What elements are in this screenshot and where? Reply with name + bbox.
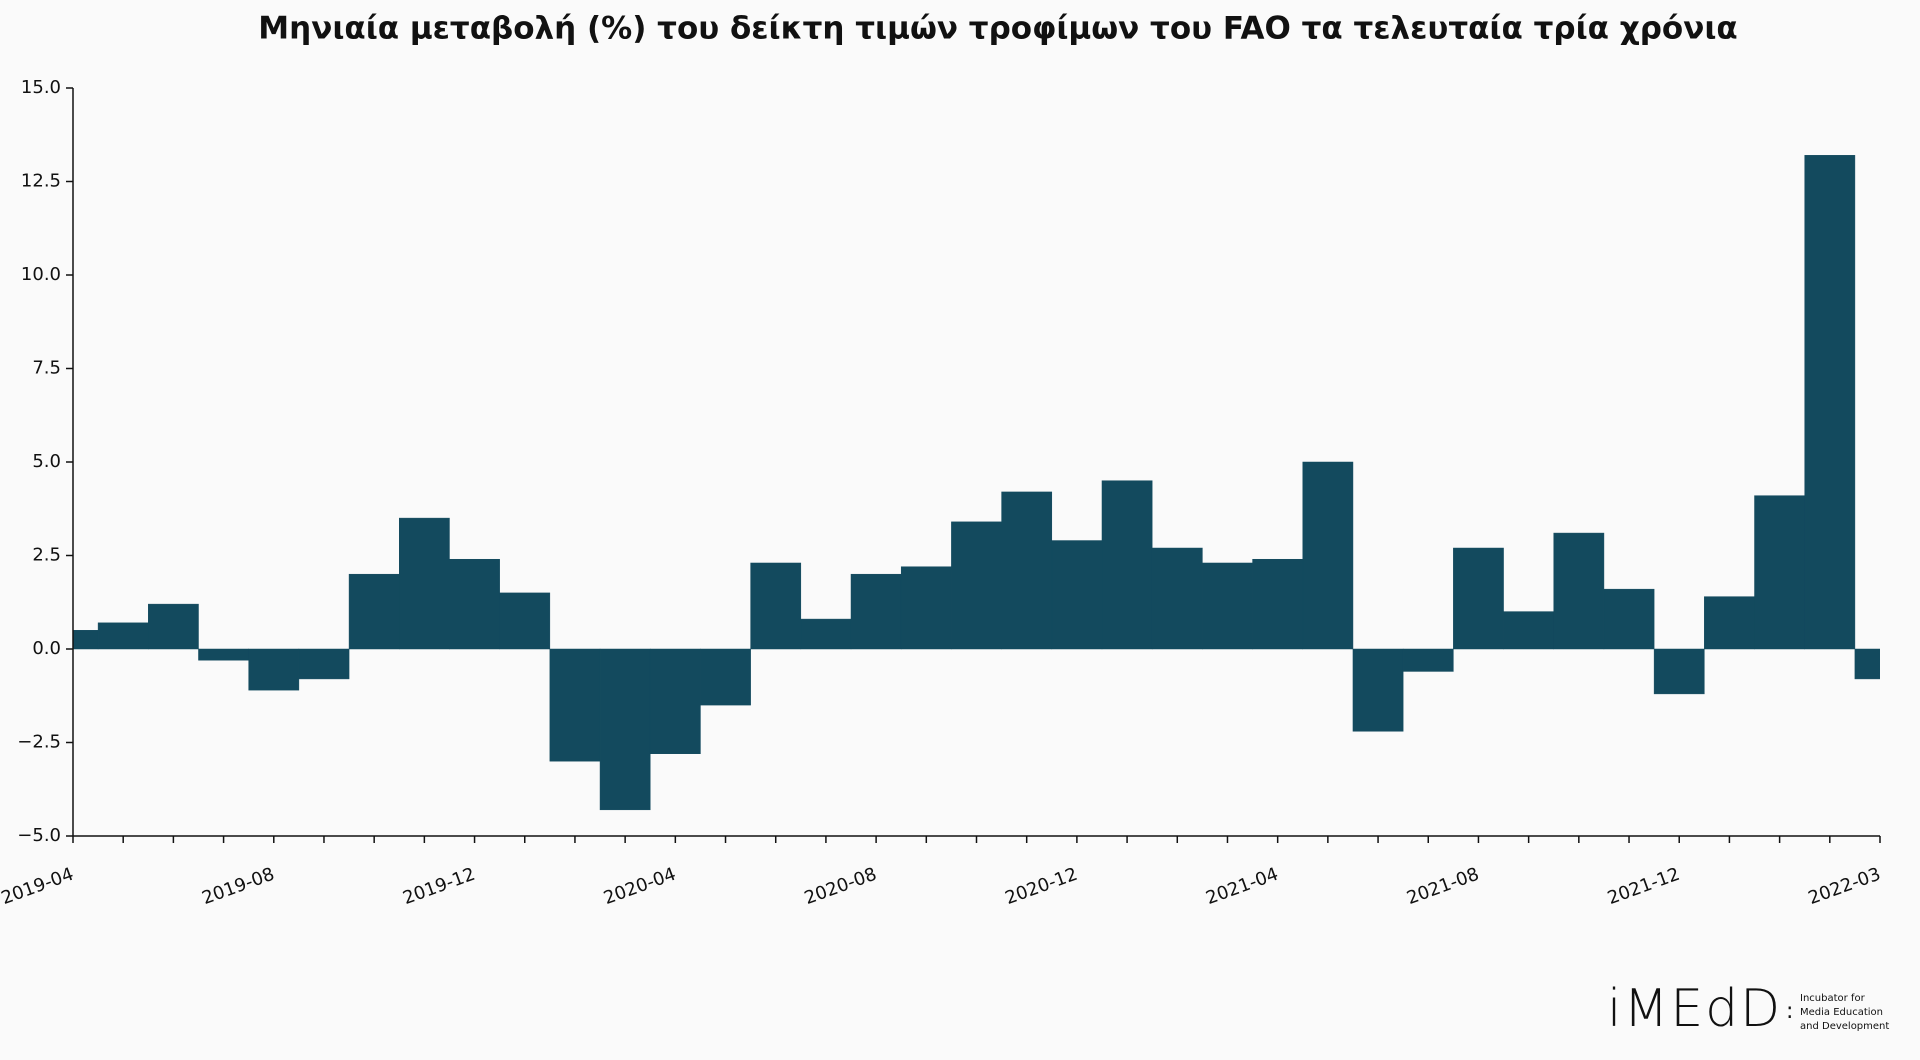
y-tick-label: −2.5: [17, 732, 61, 753]
bar: [248, 648, 300, 691]
bar: [1754, 495, 1805, 650]
bar: [1051, 540, 1103, 650]
chart-title: Μηνιαία μεταβολή (%) του δείκτη τιμών τρ…: [258, 11, 1737, 47]
bar: [649, 648, 701, 754]
bar: [198, 648, 249, 661]
logo-line: and Development: [1800, 1021, 1889, 1032]
x-tick-label: 2021-04: [1203, 864, 1281, 909]
bar: [1001, 491, 1053, 650]
bars: [73, 155, 1880, 811]
bar: [1503, 611, 1554, 650]
bar: [1804, 155, 1856, 650]
bar: [499, 592, 551, 650]
y-tick-label: 10.0: [21, 264, 61, 285]
x-tick-label: 2020-08: [802, 864, 880, 909]
bar: [549, 648, 601, 762]
bar: [1402, 648, 1454, 672]
logo-name: iMEdD: [1607, 979, 1782, 1039]
bar: [148, 603, 199, 650]
x-tick-label: 2021-12: [1605, 864, 1683, 909]
bar: [1302, 461, 1354, 650]
bar: [750, 562, 802, 650]
bar: [1202, 562, 1253, 650]
y-tick-label: 15.0: [21, 77, 61, 98]
bar: [1704, 596, 1755, 650]
bar: [599, 648, 651, 811]
x-tick-label: 2020-04: [601, 864, 679, 909]
bar: [97, 622, 149, 650]
bar: [1854, 648, 1880, 680]
bar: [1553, 532, 1605, 650]
logo-line: Media Education: [1800, 1007, 1883, 1018]
bar: [1101, 480, 1153, 650]
y-tick-label: 7.5: [32, 358, 61, 379]
y-tick-label: 0.0: [32, 638, 61, 659]
bar: [449, 558, 500, 650]
bar: [1151, 547, 1203, 650]
logo-line: Incubator for: [1800, 993, 1866, 1004]
x-tick-label: 2019-08: [199, 864, 277, 909]
bar: [298, 648, 350, 680]
x-tick-label: 2021-08: [1404, 864, 1482, 909]
bar: [1252, 558, 1304, 650]
logo-colon: :: [1786, 999, 1793, 1024]
x-tick-label: 2022-03: [1806, 864, 1884, 909]
y-tick-label: 2.5: [32, 545, 61, 566]
bar: [900, 566, 952, 650]
x-tick-label: 2019-12: [400, 864, 478, 909]
bar: [1603, 588, 1655, 650]
y-tick-label: 12.5: [21, 171, 61, 192]
bar: [850, 573, 902, 650]
bar: [348, 573, 400, 650]
x-tick-label: 2020-12: [1002, 864, 1080, 909]
bar: [399, 517, 450, 650]
bar: [800, 618, 852, 650]
y-tick-label: 5.0: [32, 451, 61, 472]
bar: [951, 521, 1002, 650]
bar: [1352, 648, 1404, 732]
bar: [1653, 648, 1705, 695]
bar: [1453, 547, 1504, 650]
y-tick-label: −5.0: [17, 825, 61, 846]
bar: [700, 648, 751, 706]
x-tick-label: 2019-04: [0, 864, 76, 909]
